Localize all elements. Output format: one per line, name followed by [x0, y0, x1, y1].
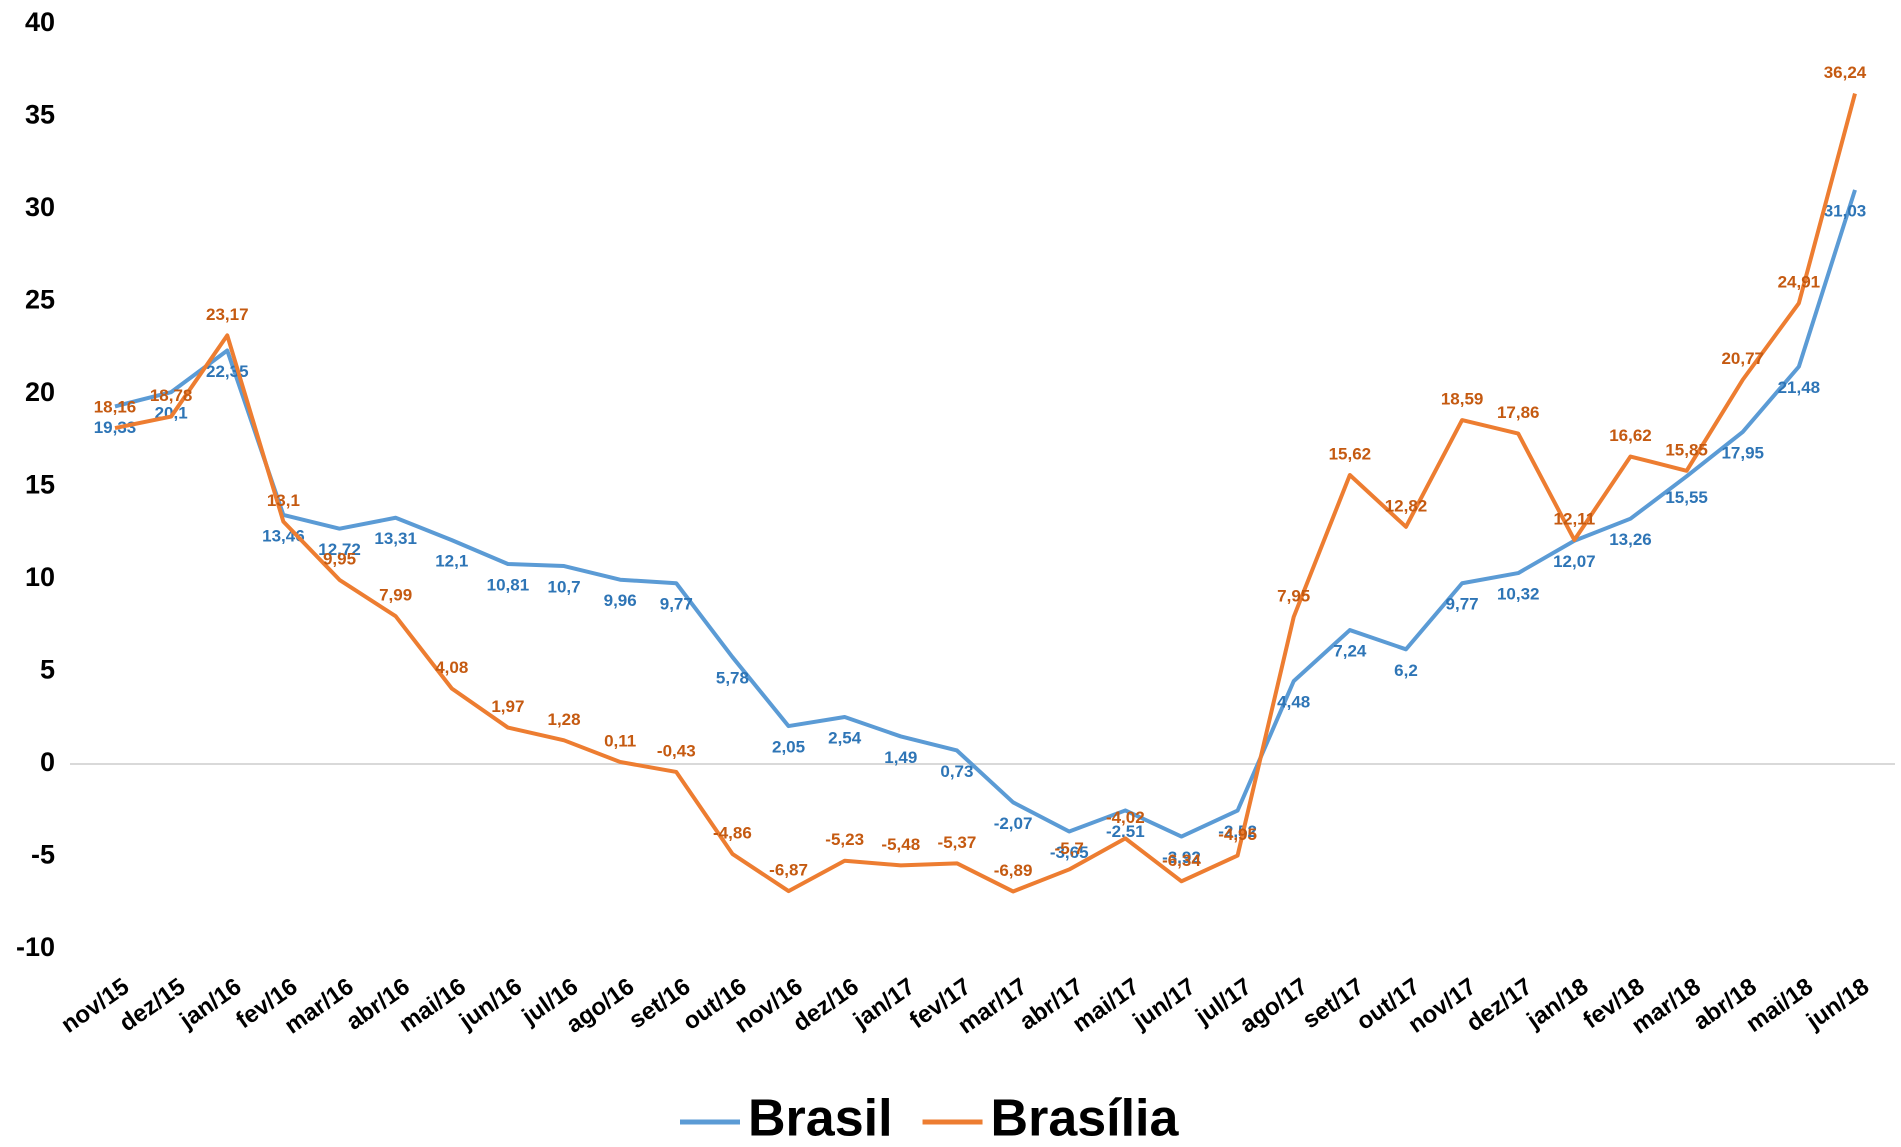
x-tick-label: jan/18	[1521, 973, 1593, 1035]
x-tick-label: set/17	[1298, 973, 1369, 1034]
data-label: 15,55	[1665, 488, 1708, 507]
data-label: 10,81	[487, 575, 530, 594]
x-tick-label: jun/17	[1127, 973, 1200, 1035]
data-label: 1,28	[547, 710, 580, 729]
y-tick-label: 25	[25, 285, 55, 315]
x-tick-label: nov/15	[56, 973, 134, 1039]
data-label: -5,23	[825, 830, 864, 849]
data-label: 13,1	[267, 491, 300, 510]
series-line	[114, 189, 1857, 839]
data-label: 9,77	[660, 595, 693, 614]
data-label: 15,85	[1665, 440, 1708, 459]
data-label: -2,07	[994, 814, 1033, 833]
data-label: 13,31	[374, 529, 417, 548]
data-label: 7,24	[1333, 642, 1367, 661]
data-label: -4,86	[713, 823, 752, 842]
data-label: 17,95	[1721, 443, 1764, 462]
data-label: -5,37	[938, 833, 977, 852]
data-label: 20,77	[1721, 349, 1764, 368]
y-tick-label: 15	[25, 470, 55, 500]
data-label: 10,7	[547, 578, 580, 597]
data-label: -6,34	[1162, 851, 1201, 870]
x-tick-label: dez/15	[115, 973, 191, 1037]
y-tick-label: 40	[25, 7, 55, 37]
data-label: 5,78	[716, 669, 749, 688]
y-tick-label: 5	[40, 655, 55, 685]
x-tick-label: jun/18	[1801, 973, 1874, 1035]
data-label: 10,32	[1497, 585, 1540, 604]
x-tick-label: jun/16	[454, 973, 527, 1035]
data-label: 4,48	[1277, 693, 1310, 712]
data-label: 9,77	[1446, 595, 1479, 614]
data-label: 36,24	[1824, 63, 1867, 82]
data-label: 18,78	[150, 386, 193, 405]
data-label: 7,99	[379, 586, 412, 605]
y-tick-label: 0	[40, 747, 55, 777]
x-tick-label: dez/17	[1462, 973, 1538, 1037]
data-label: -6,87	[769, 861, 808, 880]
data-label: 31,03	[1824, 201, 1867, 220]
legend-label: Brasília	[991, 1090, 1180, 1147]
data-label: 12,72	[318, 540, 361, 559]
data-label: -3,92	[1162, 848, 1201, 867]
data-label: 1,49	[884, 748, 917, 767]
data-label: 12,11	[1554, 509, 1596, 528]
data-label: 1,97	[491, 697, 524, 716]
data-label: 12,82	[1385, 496, 1428, 515]
x-tick-label: jan/16	[174, 973, 246, 1035]
data-label: -4,02	[1106, 808, 1145, 827]
data-label: 12,07	[1553, 552, 1596, 571]
data-label: 0,73	[940, 762, 973, 781]
data-label: 6,2	[1394, 661, 1418, 680]
data-label: -5,48	[881, 835, 920, 854]
data-label: 13,26	[1609, 530, 1652, 549]
data-label: 24,91	[1778, 273, 1821, 292]
data-label: 2,05	[772, 738, 805, 757]
data-label: 16,62	[1609, 426, 1652, 445]
data-label: 9,96	[604, 591, 637, 610]
y-tick-label: 35	[25, 100, 55, 130]
data-label: -3,65	[1050, 843, 1089, 862]
data-label: 23,17	[206, 305, 249, 324]
data-label: 12,1	[435, 552, 468, 571]
x-tick-label: set/16	[624, 973, 695, 1034]
data-label: -0,43	[657, 741, 696, 760]
y-tick-label: -10	[16, 932, 55, 962]
data-label: 9,95	[323, 549, 356, 568]
data-label: -6,89	[994, 861, 1033, 880]
data-label: -2,52	[1218, 822, 1257, 841]
series-line	[114, 93, 1857, 894]
x-tick-label: jan/17	[848, 973, 920, 1035]
data-label: -4,95	[1218, 825, 1257, 844]
legend-label: Brasil	[748, 1090, 893, 1147]
data-label: 0,11	[604, 731, 636, 750]
data-label: 4,08	[435, 658, 468, 677]
data-label: 18,59	[1441, 390, 1484, 409]
data-label: 17,86	[1497, 403, 1540, 422]
data-label: 21,48	[1778, 378, 1821, 397]
data-label: 2,54	[828, 728, 862, 747]
data-label: 15,62	[1329, 445, 1372, 464]
data-label: -2,51	[1106, 822, 1145, 841]
data-label: 18,16	[94, 398, 137, 417]
y-tick-label: 10	[25, 562, 55, 592]
y-tick-label: 20	[25, 377, 55, 407]
data-label: -5,7	[1055, 839, 1084, 858]
y-tick-label: -5	[31, 840, 55, 870]
y-tick-label: 30	[25, 192, 55, 222]
x-tick-label: dez/16	[788, 973, 864, 1037]
data-label: 7,95	[1277, 586, 1310, 605]
